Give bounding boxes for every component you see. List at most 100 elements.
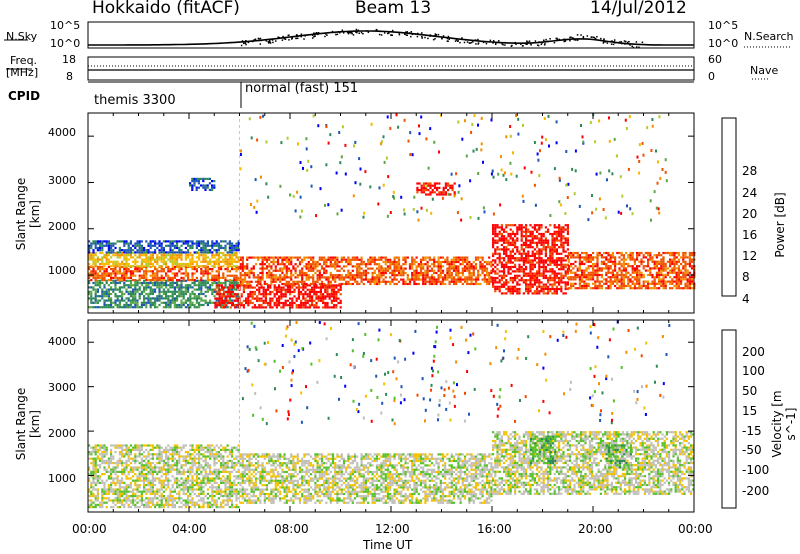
heatmap-cell <box>311 287 313 289</box>
heatmap-cell <box>665 158 667 161</box>
heatmap-cell <box>154 268 156 270</box>
heatmap-cell <box>224 282 226 284</box>
heatmap-cell <box>235 252 237 254</box>
heatmap-cell <box>262 263 264 265</box>
heatmap-cell <box>218 265 220 267</box>
heatmap-cell <box>562 264 564 266</box>
heatmap-cell <box>254 291 256 293</box>
heatmap-cell <box>156 263 158 265</box>
heatmap-cell <box>285 291 287 293</box>
heatmap-cell <box>202 187 204 189</box>
heatmap-cell <box>211 293 213 295</box>
heatmap-cell <box>246 281 248 283</box>
heatmap-cell <box>205 300 207 302</box>
heatmap-cell <box>134 259 136 261</box>
heatmap-cell <box>172 295 174 297</box>
heatmap-cell <box>301 210 303 213</box>
heatmap-cell <box>270 279 272 281</box>
heatmap-cell <box>409 283 411 285</box>
heatmap-cell <box>134 266 136 268</box>
noise-search-point <box>339 32 341 34</box>
noise-search-point <box>381 34 383 36</box>
heatmap-cell <box>307 293 309 295</box>
heatmap-cell <box>585 270 587 272</box>
heatmap-cell <box>579 278 581 280</box>
heatmap-cell <box>145 277 147 279</box>
heatmap-cell <box>123 272 125 274</box>
heatmap-cell <box>156 272 158 274</box>
heatmap-cell <box>285 304 287 306</box>
heatmap-cell <box>607 252 609 254</box>
heatmap-cell <box>267 293 269 295</box>
heatmap-cell <box>339 265 341 267</box>
heatmap-cell <box>496 246 498 248</box>
heatmap-cell <box>684 287 686 289</box>
heatmap-cell <box>422 274 424 276</box>
heatmap-cell <box>169 300 171 302</box>
heatmap-cell <box>154 243 156 245</box>
heatmap-cell <box>558 279 560 281</box>
heatmap-cell <box>176 245 178 247</box>
heatmap-cell <box>180 254 182 256</box>
heatmap-cell <box>356 274 358 276</box>
heatmap-cell <box>321 276 323 278</box>
heatmap-cell <box>623 283 625 285</box>
heatmap-cell <box>255 281 257 283</box>
heatmap-cell <box>501 229 503 231</box>
heatmap-cell <box>534 259 536 261</box>
noise-search-point <box>526 40 528 42</box>
heatmap-cell <box>358 272 360 274</box>
heatmap-cell <box>301 261 303 263</box>
heatmap-cell <box>302 302 304 304</box>
heatmap-cell <box>592 283 594 285</box>
heatmap-cell <box>108 254 110 256</box>
heatmap-cell <box>374 279 376 281</box>
heatmap-cell <box>391 281 393 283</box>
heatmap-cell <box>643 283 645 285</box>
heatmap-cell <box>248 270 250 272</box>
heatmap-cell <box>269 300 271 302</box>
heatmap-cell <box>503 231 505 233</box>
heatmap-cell <box>296 298 298 300</box>
heatmap-cell <box>242 259 244 261</box>
heatmap-cell <box>572 267 574 269</box>
heatmap-cell <box>130 265 132 267</box>
heatmap-cell <box>363 279 365 281</box>
heatmap-cell <box>673 259 675 261</box>
heatmap-cell <box>643 285 645 287</box>
heatmap-cell <box>471 281 473 283</box>
heatmap-cell <box>665 287 667 289</box>
heatmap-cell <box>139 245 141 247</box>
heatmap-cell <box>475 265 477 267</box>
heatmap-cell <box>291 300 293 302</box>
heatmap-cell <box>125 249 127 251</box>
heatmap-cell <box>152 240 154 242</box>
heatmap-cell <box>211 277 213 279</box>
heatmap-cell <box>577 256 579 258</box>
heatmap-cell <box>114 254 116 256</box>
heatmap-cell <box>325 276 327 278</box>
heatmap-cell <box>347 274 349 276</box>
heatmap-cell <box>643 267 645 269</box>
heatmap-cell <box>306 279 308 281</box>
heatmap-cell <box>209 189 211 191</box>
heatmap-cell <box>501 292 503 294</box>
heatmap-cell <box>180 289 182 291</box>
heatmap-cell <box>518 264 520 266</box>
heatmap-cell <box>658 270 660 272</box>
heatmap-cell <box>514 264 516 266</box>
heatmap-cell <box>318 300 320 302</box>
heatmap-cell <box>680 263 682 265</box>
heatmap-cell <box>632 212 634 215</box>
heatmap-cell <box>165 306 167 308</box>
heatmap-cell <box>121 286 123 288</box>
heatmap-cell <box>121 300 123 302</box>
heatmap-cell <box>241 293 243 295</box>
heatmap-cell <box>229 247 231 249</box>
heatmap-cell <box>347 276 349 278</box>
heatmap-cell <box>466 270 468 272</box>
heatmap-cell <box>156 254 158 256</box>
heatmap-cell <box>425 182 427 184</box>
heatmap-cell <box>224 256 226 258</box>
heatmap-cell <box>389 276 391 278</box>
